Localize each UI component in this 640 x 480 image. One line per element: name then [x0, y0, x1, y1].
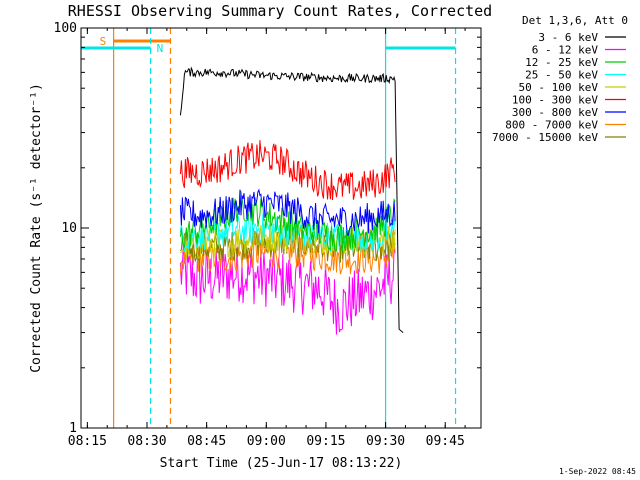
x-tick-label: 08:45 — [187, 434, 226, 449]
render-timestamp: 1-Sep-2022 08:45 — [559, 467, 636, 476]
chart-title: RHESSI Observing Summary Count Rates, Co… — [68, 2, 492, 20]
annotation-label-S: S — [100, 35, 107, 48]
series-line-12-25keV — [179, 190, 396, 252]
x-tick-label: 09:15 — [306, 434, 345, 449]
y-axis-label: Corrected Count Rate (s⁻¹ detector⁻¹) — [29, 83, 44, 373]
y-tick-label: 100 — [54, 21, 77, 36]
legend-label-2: 12 - 25 keV — [525, 56, 598, 69]
series-line-100-300keV — [179, 140, 396, 201]
legend-title: Det 1,3,6, Att 0 — [522, 14, 628, 27]
x-tick-label: 09:00 — [247, 434, 286, 449]
series-line-3-6keV — [179, 66, 404, 333]
legend-label-6: 300 - 800 keV — [512, 106, 598, 119]
series-line-800-7000keV — [179, 237, 396, 275]
series-line-300-800keV — [179, 188, 396, 236]
legend-label-3: 25 - 50 keV — [525, 69, 598, 82]
x-tick-label: 08:30 — [127, 434, 166, 449]
legend-label-1: 6 - 12 keV — [532, 44, 599, 57]
x-tick-label: 08:15 — [68, 434, 107, 449]
y-tick-label: 10 — [61, 221, 77, 236]
x-axis-label: Start Time (25-Jun-17 08:13:22) — [160, 456, 403, 471]
legend-label-0: 3 - 6 keV — [538, 31, 598, 44]
y-tick-label: 1 — [69, 421, 77, 436]
x-tick-label: 09:45 — [426, 434, 465, 449]
annotation-label-N: N — [157, 42, 164, 55]
legend-label-8: 7000 - 15000 keV — [492, 131, 598, 144]
legend-label-7: 800 - 7000 keV — [505, 119, 598, 132]
legend-label-5: 100 - 300 keV — [512, 94, 598, 107]
legend-label-4: 50 - 100 keV — [519, 81, 599, 94]
x-tick-label: 09:30 — [366, 434, 405, 449]
